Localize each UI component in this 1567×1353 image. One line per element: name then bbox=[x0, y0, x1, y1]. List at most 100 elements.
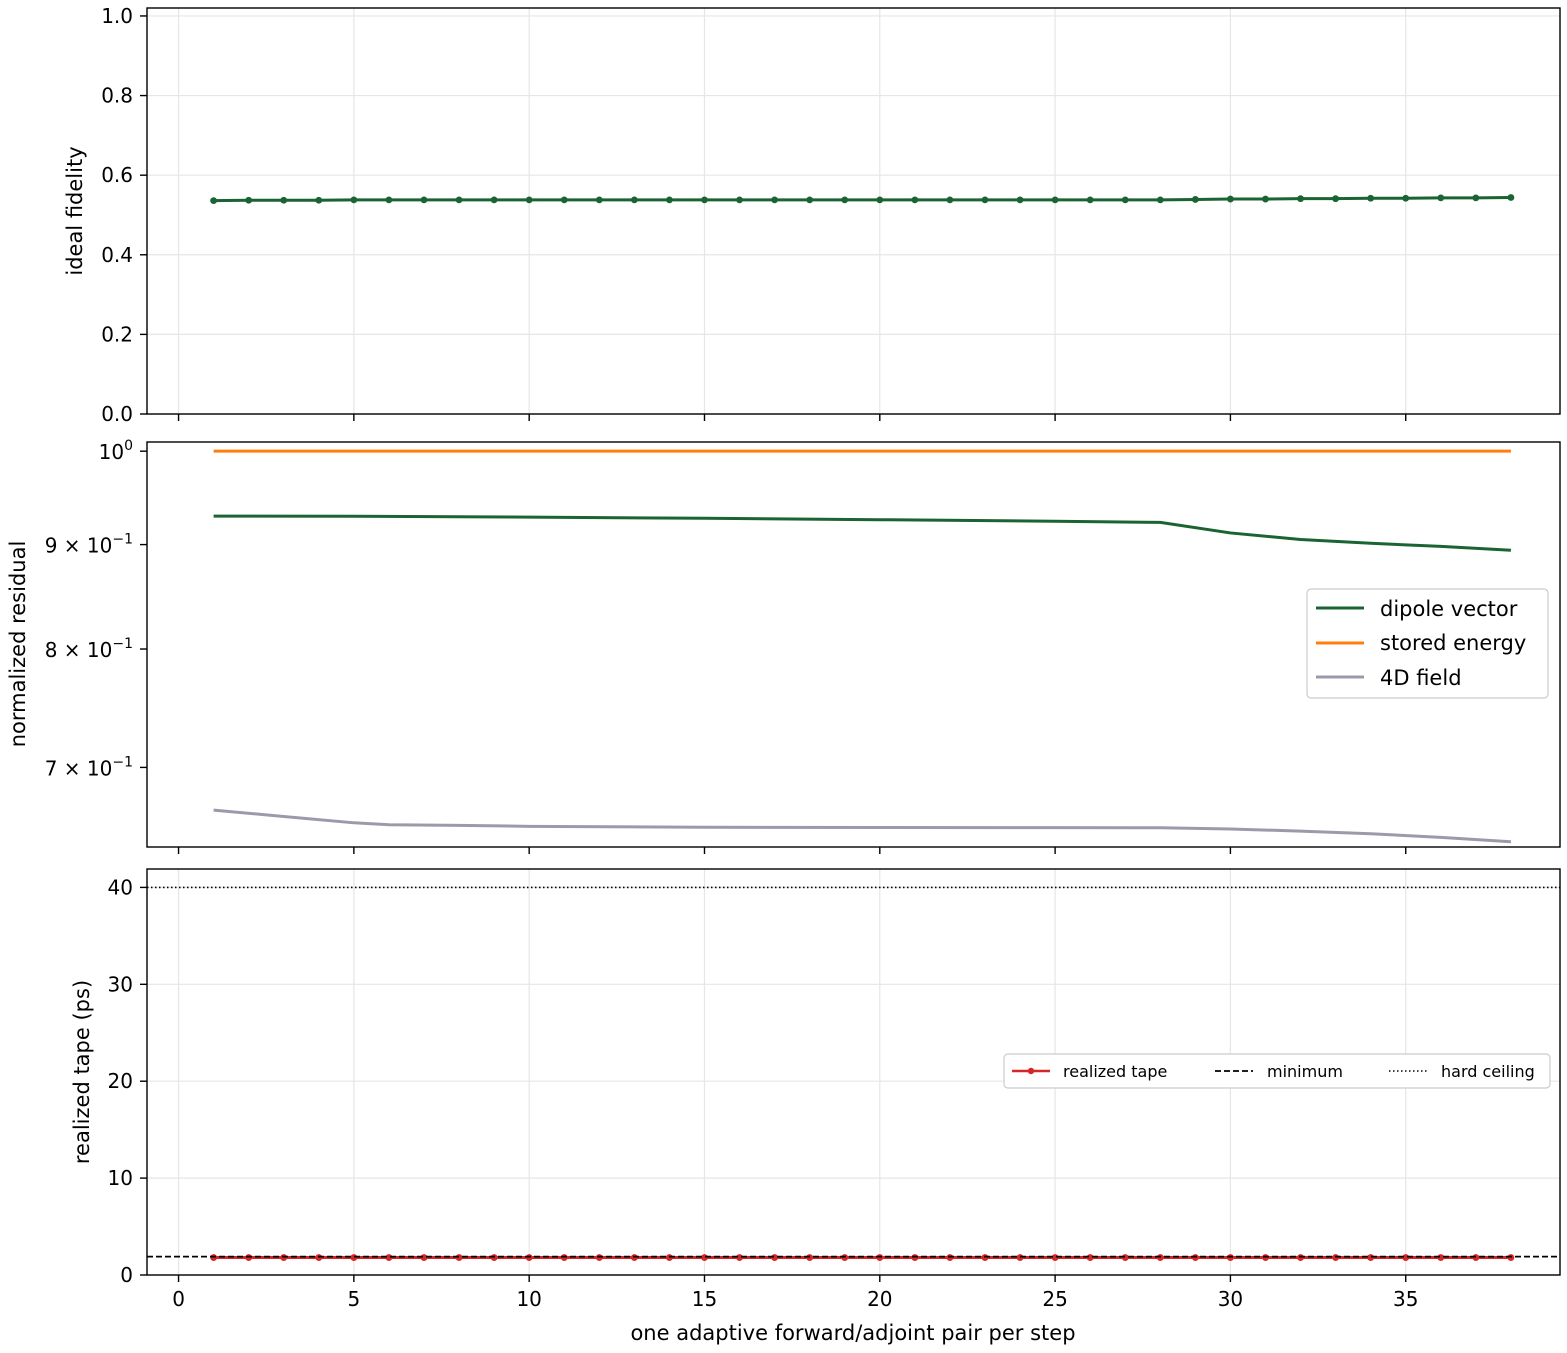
realized-tape-point bbox=[1297, 1254, 1304, 1261]
tape-xlabel: one adaptive forward/adjoint pair per st… bbox=[630, 1321, 1075, 1345]
realized-tape-point bbox=[701, 1254, 708, 1261]
tape-ticks: 0 5 10 15 20 25 30 35 0 10 20 30 40 bbox=[108, 875, 1419, 1311]
realized-tape-point bbox=[210, 1254, 218, 1261]
realized-tape-point bbox=[1051, 1254, 1059, 1261]
realized-tape-point bbox=[981, 1254, 989, 1261]
realized-tape-point bbox=[1402, 1254, 1410, 1261]
fidelity-point bbox=[806, 196, 814, 204]
fidelity-point bbox=[771, 196, 779, 204]
fidelity-point bbox=[525, 196, 533, 204]
realized-tape-point bbox=[841, 1254, 849, 1261]
realized-tape-point bbox=[560, 1254, 568, 1261]
fidelity-line bbox=[213, 195, 1511, 203]
fidelity-point bbox=[1191, 196, 1199, 203]
realized-tape-point bbox=[736, 1254, 743, 1261]
realized-tape-point bbox=[490, 1254, 498, 1261]
fidelity-point bbox=[245, 196, 253, 204]
legend-label-4d-field: 4D field bbox=[1380, 666, 1462, 690]
x-tick-label: 10 bbox=[516, 1287, 541, 1311]
fidelity-point bbox=[1227, 195, 1234, 203]
x-tick-label: 15 bbox=[692, 1287, 717, 1311]
realized-tape-point bbox=[876, 1254, 884, 1261]
realized-tape-point bbox=[1367, 1254, 1375, 1261]
fidelity-point bbox=[595, 196, 603, 204]
y-tick-label: 8 × 10−1 bbox=[45, 636, 133, 662]
4d-field-line bbox=[213, 808, 1512, 844]
fidelity-point bbox=[315, 196, 323, 204]
fidelity-point bbox=[350, 196, 358, 204]
realized-tape-point bbox=[455, 1254, 463, 1261]
realized-tape-point bbox=[245, 1254, 253, 1261]
realized-tape-point bbox=[1227, 1254, 1234, 1261]
realized-tape-point bbox=[385, 1254, 393, 1261]
realized-tape-point bbox=[420, 1254, 428, 1261]
realized-tape-point bbox=[630, 1254, 638, 1261]
fidelity-point bbox=[911, 196, 919, 204]
fidelity-point bbox=[1472, 194, 1480, 202]
residual-axes-frame bbox=[146, 441, 1561, 848]
fidelity-point bbox=[981, 196, 989, 204]
realized-tape-point bbox=[1121, 1254, 1129, 1261]
residual-ylabel: normalized residual bbox=[6, 541, 30, 748]
x-tick-label: 30 bbox=[1218, 1287, 1243, 1311]
legend-label-dipole-vector: dipole vector bbox=[1380, 597, 1518, 621]
y-tick-label: 0.8 bbox=[101, 84, 133, 108]
realized-tape-point bbox=[911, 1254, 919, 1261]
y-tick-label: 40 bbox=[108, 875, 133, 899]
fidelity-point bbox=[1262, 195, 1269, 203]
realized-tape-point bbox=[1191, 1254, 1199, 1261]
dipole-vector-line bbox=[213, 514, 1511, 552]
fidelity-point bbox=[420, 196, 428, 204]
y-tick-label: 0.0 bbox=[101, 402, 133, 426]
fidelity-axes-frame bbox=[146, 7, 1561, 415]
fidelity-ylabel: ideal fidelity bbox=[63, 146, 87, 275]
fidelity-point bbox=[876, 196, 884, 204]
realized-tape-point bbox=[1437, 1254, 1445, 1261]
y-tick-label: 10 bbox=[108, 1166, 133, 1190]
fidelity-ticks: 0.0 0.2 0.4 0.6 0.8 1.0 bbox=[101, 4, 1407, 426]
realized-tape-point bbox=[315, 1254, 323, 1261]
residual-legend-box bbox=[1306, 588, 1549, 699]
fidelity-series bbox=[210, 194, 1515, 205]
fidelity-point bbox=[210, 197, 218, 205]
realized-tape-point bbox=[1156, 1254, 1164, 1261]
residual-series bbox=[213, 449, 1512, 844]
fidelity-point bbox=[1437, 194, 1445, 202]
tape-panel: 0 5 10 15 20 25 30 35 0 10 20 30 40 realized tape (p… bbox=[70, 868, 1561, 1345]
y-tick-label: 100 bbox=[99, 438, 133, 464]
x-tick-label: 25 bbox=[1042, 1287, 1067, 1311]
fidelity-point bbox=[1086, 196, 1094, 204]
fidelity-point bbox=[455, 196, 463, 204]
y-tick-label: 20 bbox=[108, 1069, 133, 1093]
y-tick-label: 1.0 bbox=[101, 4, 133, 28]
realized-tape-point bbox=[1472, 1254, 1480, 1261]
realized-tape-point bbox=[1262, 1254, 1269, 1261]
fidelity-point bbox=[1051, 196, 1059, 204]
fidelity-point bbox=[1367, 194, 1375, 202]
x-tick-label: 0 bbox=[172, 1287, 185, 1311]
realized-tape-point bbox=[350, 1254, 358, 1261]
legend-label-hard-ceiling: hard ceiling bbox=[1441, 1062, 1535, 1081]
legend-marker-realized-tape bbox=[1027, 1067, 1035, 1075]
x-tick-label: 20 bbox=[867, 1287, 892, 1311]
fidelity-point bbox=[560, 196, 568, 204]
realized-tape-point bbox=[1086, 1254, 1094, 1261]
fidelity-point bbox=[1332, 195, 1340, 203]
y-tick-label: 0 bbox=[120, 1263, 133, 1287]
y-tick-label: 30 bbox=[108, 972, 133, 996]
y-tick-label: 0.6 bbox=[101, 163, 133, 187]
fidelity-point bbox=[1156, 196, 1164, 204]
legend-label-realized-tape: realized tape bbox=[1063, 1062, 1167, 1081]
fidelity-point bbox=[490, 196, 498, 204]
tape-axes-frame bbox=[146, 868, 1561, 1276]
fidelity-point bbox=[946, 196, 954, 204]
y-tick-label: 9 × 10−1 bbox=[45, 532, 133, 558]
realized-tape-point bbox=[1016, 1254, 1024, 1261]
realized-tape-point bbox=[946, 1254, 954, 1261]
tape-legend: realized tape minimum hard ceiling bbox=[1003, 1053, 1551, 1089]
fidelity-point bbox=[1507, 194, 1515, 201]
realized-tape-point bbox=[771, 1254, 779, 1261]
fidelity-point bbox=[736, 196, 743, 204]
